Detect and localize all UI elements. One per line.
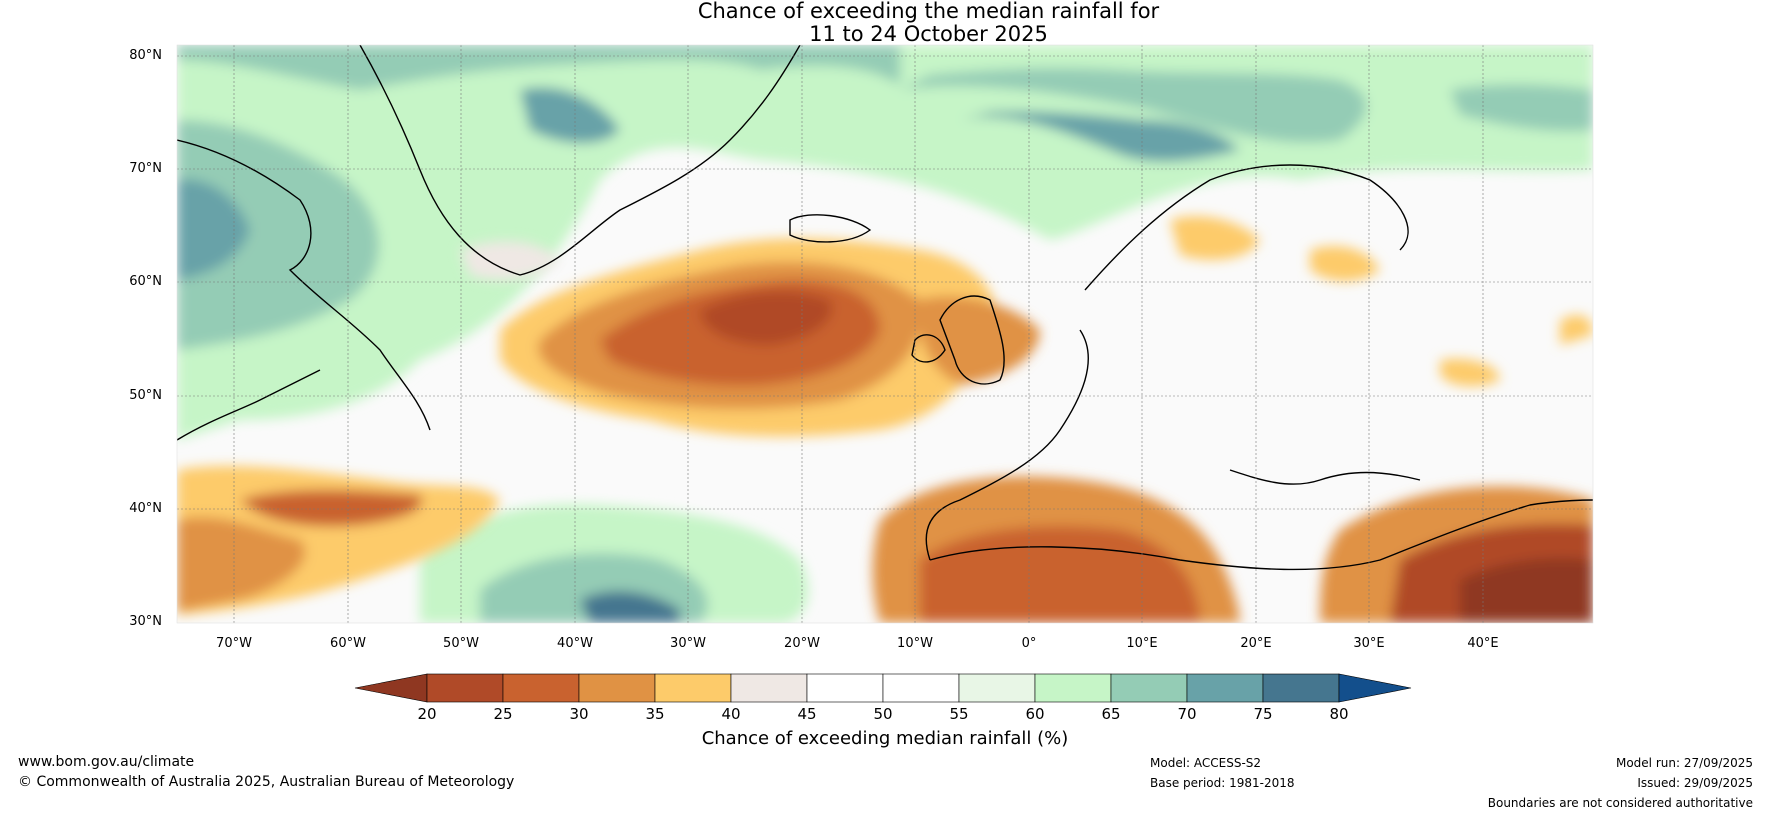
- lon-label-30w: 30°W: [670, 636, 706, 651]
- lon-label-40w: 40°W: [557, 636, 593, 651]
- colorbar-over-triangle: [1338, 673, 1412, 703]
- lon-label-0: 0°: [1021, 636, 1037, 651]
- wet-anomaly-north: [177, 45, 1593, 440]
- colorbar-tick-label: 60: [1025, 705, 1044, 723]
- colorbar-box: [502, 673, 580, 703]
- title-line1: Chance of exceeding the median rainfall …: [697, 0, 1160, 23]
- site-url: www.bom.gov.au/climate: [18, 754, 195, 770]
- colorbar-tick-label: 45: [797, 705, 816, 723]
- colorbar-title: Chance of exceeding median rainfall (%): [701, 728, 1069, 749]
- colorbar-tick-label: 35: [645, 705, 664, 723]
- model-name: Model: ACCESS-S2: [1150, 756, 1262, 770]
- lat-label-70n: 70°N: [129, 161, 162, 176]
- colorbar-box: [1186, 673, 1264, 703]
- base-period: Base period: 1981-2018: [1150, 776, 1295, 790]
- colorbar-box: [654, 673, 732, 703]
- lon-label-50w: 50°W: [443, 636, 479, 651]
- graticule: [177, 45, 1593, 623]
- colorbar-tick-label: 75: [1253, 705, 1272, 723]
- lat-label-80n: 80°N: [129, 48, 162, 63]
- colorbar-box: [578, 673, 656, 703]
- lon-label-20w: 20°W: [784, 636, 820, 651]
- colorbar-box: [1034, 673, 1112, 703]
- dry-anomaly-atlantic: [500, 238, 1040, 437]
- dry-anomaly-south: [177, 465, 1593, 623]
- colorbar-box: [958, 673, 1036, 703]
- lat-label-60n: 60°N: [129, 274, 162, 289]
- lon-label-40e: 40°E: [1467, 636, 1499, 651]
- colorbar-tick-label: 20: [417, 705, 436, 723]
- lat-label-50n: 50°N: [129, 388, 162, 403]
- colorbar-box: [882, 673, 960, 703]
- colorbar-under-triangle: [354, 673, 428, 703]
- colorbar-tick-label: 80: [1329, 705, 1348, 723]
- colorbar: 20 25 30 35 40 45 50 55 60 65 70 75 80: [354, 673, 1412, 723]
- colorbar-tick-label: 55: [949, 705, 968, 723]
- coastlines: [177, 45, 1593, 571]
- colorbar-box: [426, 673, 504, 703]
- lat-label-30n: 30°N: [129, 614, 162, 629]
- lon-label-20e: 20°E: [1240, 636, 1272, 651]
- lon-label-60w: 60°W: [330, 636, 366, 651]
- lon-label-30e: 30°E: [1353, 636, 1385, 651]
- lon-label-10w: 10°W: [897, 636, 933, 651]
- copyright: © Commonwealth of Australia 2025, Austra…: [18, 774, 515, 790]
- colorbar-box: [1110, 673, 1188, 703]
- colorbar-box: [730, 673, 808, 703]
- colorbar-tick-label: 65: [1101, 705, 1120, 723]
- colorbar-tick-label: 50: [873, 705, 892, 723]
- lon-label-70w: 70°W: [216, 636, 252, 651]
- map-title: Chance of exceeding the median rainfall …: [0, 0, 1770, 46]
- lon-label-10e: 10°E: [1126, 636, 1158, 651]
- disclaimer: Boundaries are not considered authoritat…: [1487, 796, 1753, 810]
- colorbar-box: [1262, 673, 1340, 703]
- colorbar-tick-label: 40: [721, 705, 740, 723]
- colorbar-box: [806, 673, 884, 703]
- colorbar-tick-label: 25: [493, 705, 512, 723]
- title-line2: 11 to 24 October 2025: [809, 22, 1048, 46]
- colorbar-tick-label: 30: [569, 705, 588, 723]
- model-run: Model run: 27/09/2025: [1615, 756, 1753, 770]
- lat-label-40n: 40°N: [129, 501, 162, 516]
- colorbar-tick-label: 70: [1177, 705, 1196, 723]
- issued-date: Issued: 29/09/2025: [1637, 776, 1753, 790]
- wet-anomaly-subtropical: [420, 504, 809, 623]
